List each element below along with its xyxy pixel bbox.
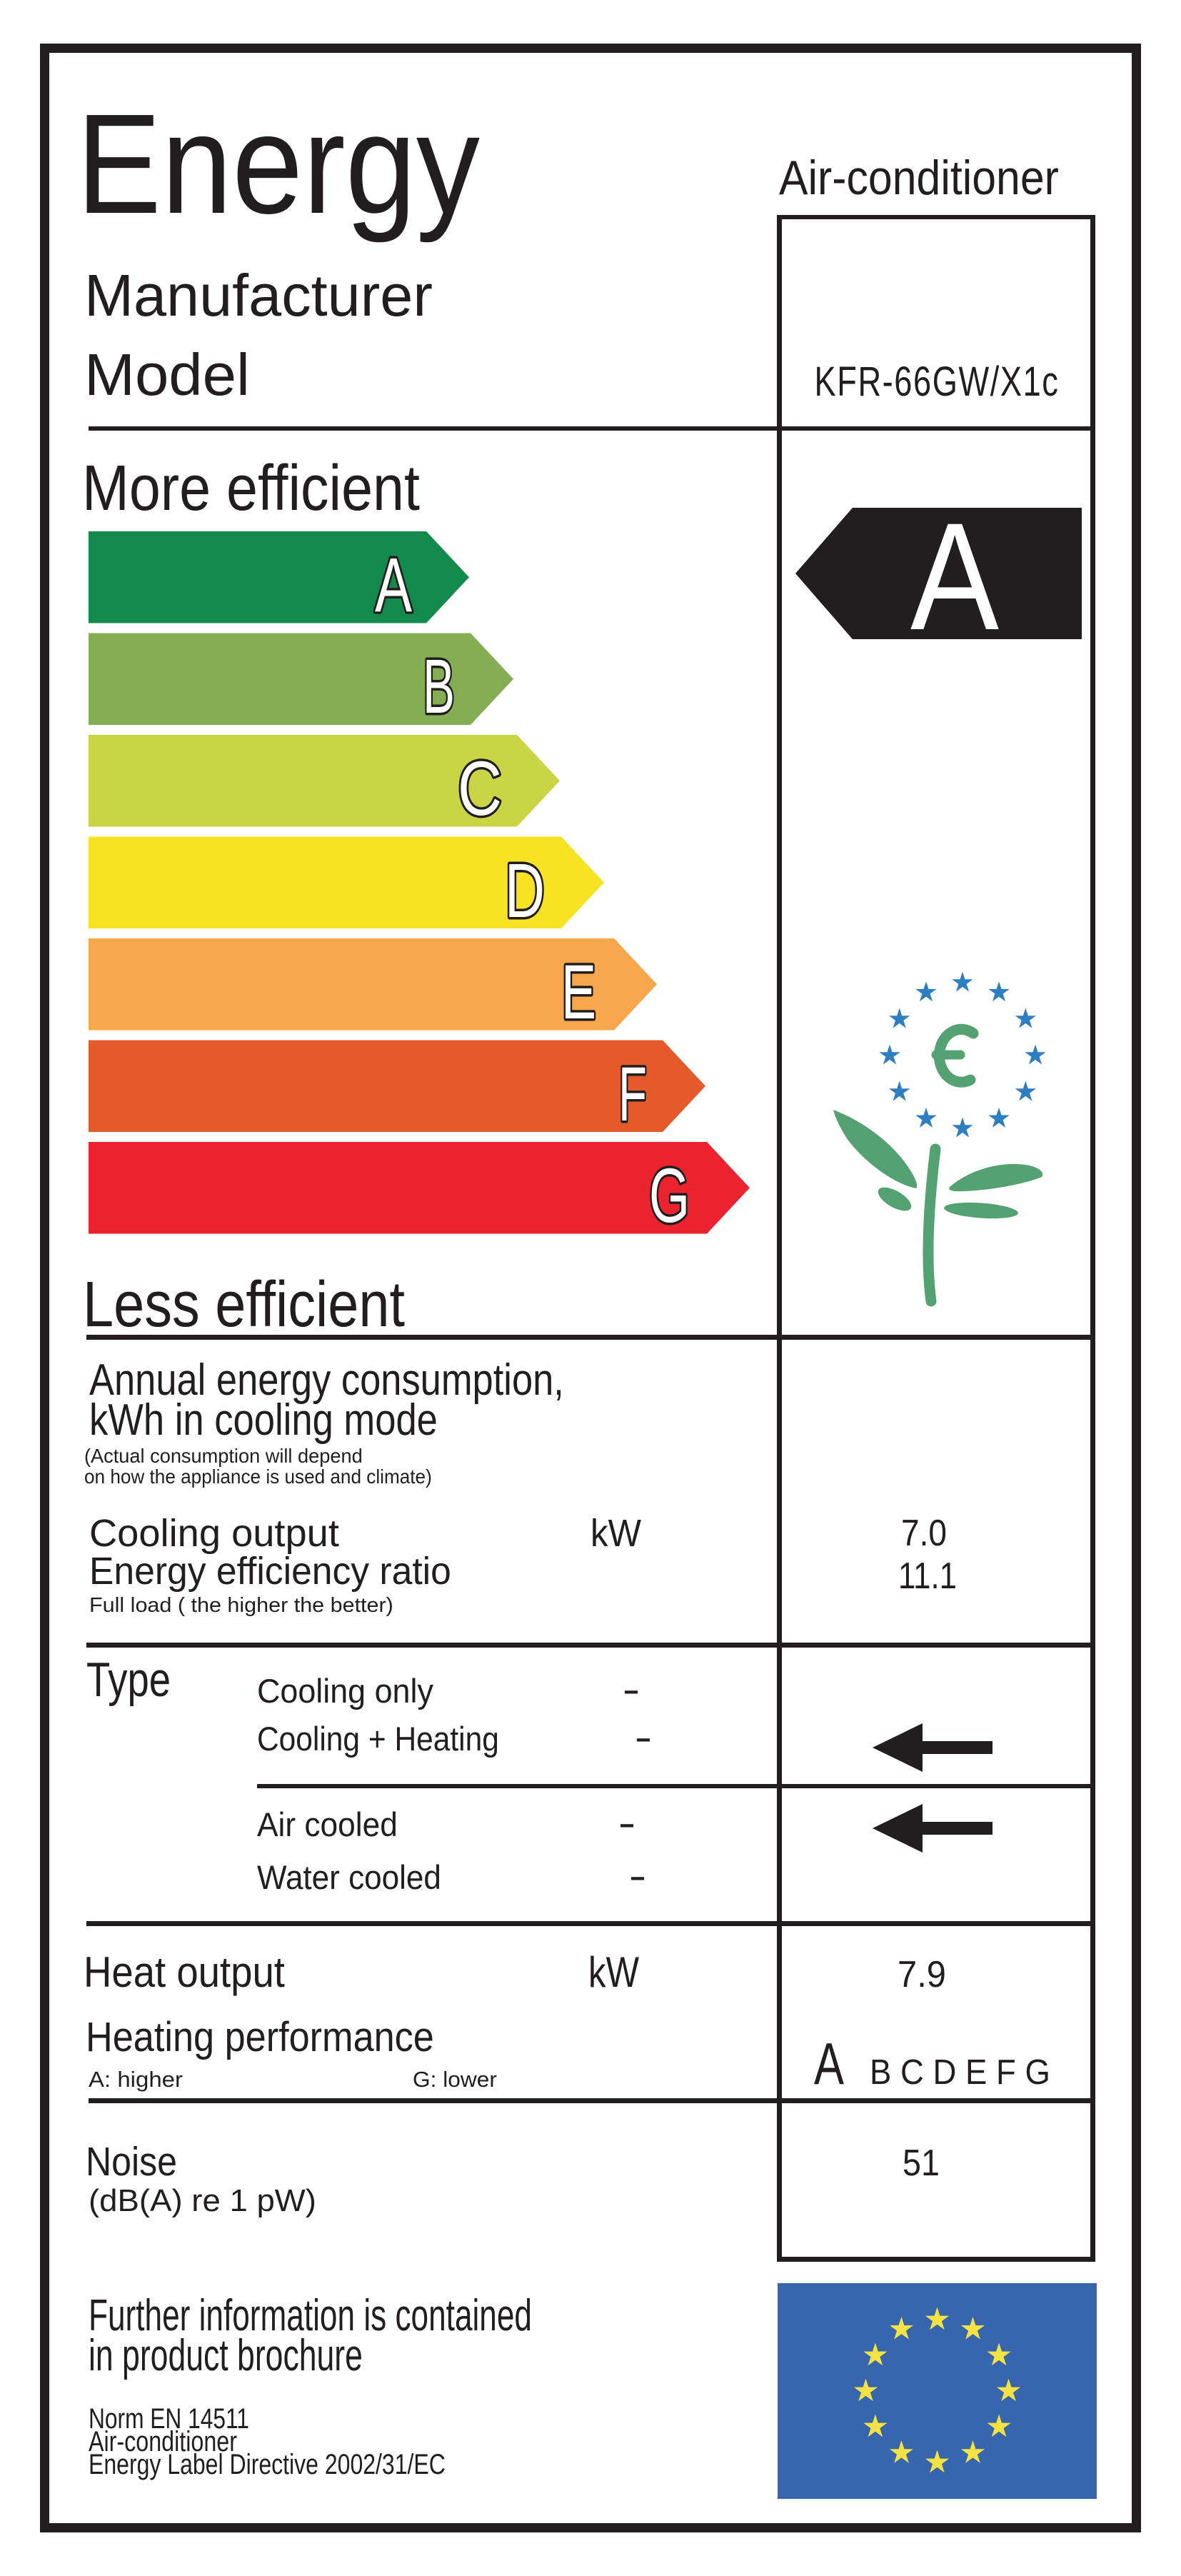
svg-text:D: D — [505, 847, 545, 933]
svg-text:Air cooled: Air cooled — [257, 1805, 398, 1844]
svg-text:Cooling + Heating: Cooling + Heating — [257, 1720, 499, 1758]
svg-text:Less efficient: Less efficient — [83, 1268, 405, 1340]
svg-text:kW: kW — [590, 1511, 641, 1555]
svg-text:Noise: Noise — [86, 2139, 177, 2185]
svg-text:Energy: Energy — [76, 85, 480, 244]
svg-text:-: - — [629, 1853, 647, 1897]
svg-text:Energy Label Directive 2002/31: Energy Label Directive 2002/31/EC — [89, 2448, 446, 2480]
svg-text:-: - — [623, 1667, 640, 1710]
svg-text:A: A — [814, 2030, 844, 2098]
svg-text:7.9: 7.9 — [898, 1953, 946, 1995]
svg-text:Air-conditioner: Air-conditioner — [89, 2425, 237, 2457]
svg-text:F: F — [618, 1051, 647, 1137]
svg-text:B: B — [423, 643, 455, 730]
svg-text:Heat output: Heat output — [84, 1949, 285, 1997]
svg-text:kW: kW — [588, 1948, 639, 1996]
svg-text:A: higher: A: higher — [89, 2067, 183, 2092]
svg-text:Water cooled: Water cooled — [257, 1858, 441, 1896]
svg-text:in product brochure: in product brochure — [89, 2330, 363, 2380]
svg-text:-: - — [635, 1715, 653, 1758]
svg-text:E: E — [561, 948, 596, 1036]
svg-text:(dB(A) re 1 pW): (dB(A) re 1 pW) — [89, 2183, 316, 2218]
svg-text:A: A — [375, 542, 412, 628]
svg-text:7.0: 7.0 — [901, 1513, 947, 1553]
svg-text:Air-conditioner: Air-conditioner — [779, 151, 1059, 205]
svg-text:kWh in cooling mode: kWh in cooling mode — [89, 1395, 438, 1445]
svg-text:G: lower: G: lower — [413, 2067, 497, 2092]
svg-text:A: A — [910, 492, 999, 662]
svg-text:Full load ( the higher the bet: Full load ( the higher the better) — [89, 1594, 393, 1617]
svg-text:G: G — [649, 1152, 690, 1239]
svg-text:on how the appliance is used a: on how the appliance is used and climate… — [84, 1465, 432, 1488]
svg-text:-: - — [618, 1800, 636, 1844]
svg-text:Energy efficiency ratio: Energy efficiency ratio — [89, 1550, 451, 1593]
svg-text:Manufacturer: Manufacturer — [84, 262, 433, 329]
svg-text:(Actual consumption will depen: (Actual consumption will depend — [84, 1445, 363, 1467]
svg-text:Cooling output: Cooling output — [89, 1512, 339, 1555]
svg-text:Type: Type — [86, 1653, 171, 1707]
svg-text:More efficient: More efficient — [82, 451, 420, 523]
svg-text:Cooling only: Cooling only — [257, 1672, 433, 1710]
svg-text:11.1: 11.1 — [898, 1555, 957, 1596]
svg-text:Model: Model — [84, 341, 250, 408]
svg-text:Annual energy consumption,: Annual energy consumption, — [89, 1355, 564, 1405]
svg-text:B C D E F G: B C D E F G — [870, 2053, 1050, 2092]
svg-text:Heating performance: Heating performance — [86, 2013, 434, 2060]
svg-text:51: 51 — [903, 2143, 940, 2184]
svg-text:C: C — [458, 746, 502, 832]
svg-text:KFR-66GW/X1c: KFR-66GW/X1c — [815, 359, 1060, 406]
svg-text:Norm EN 14511: Norm EN 14511 — [89, 2402, 249, 2434]
svg-text:Further information is contain: Further information is contained — [89, 2291, 532, 2340]
